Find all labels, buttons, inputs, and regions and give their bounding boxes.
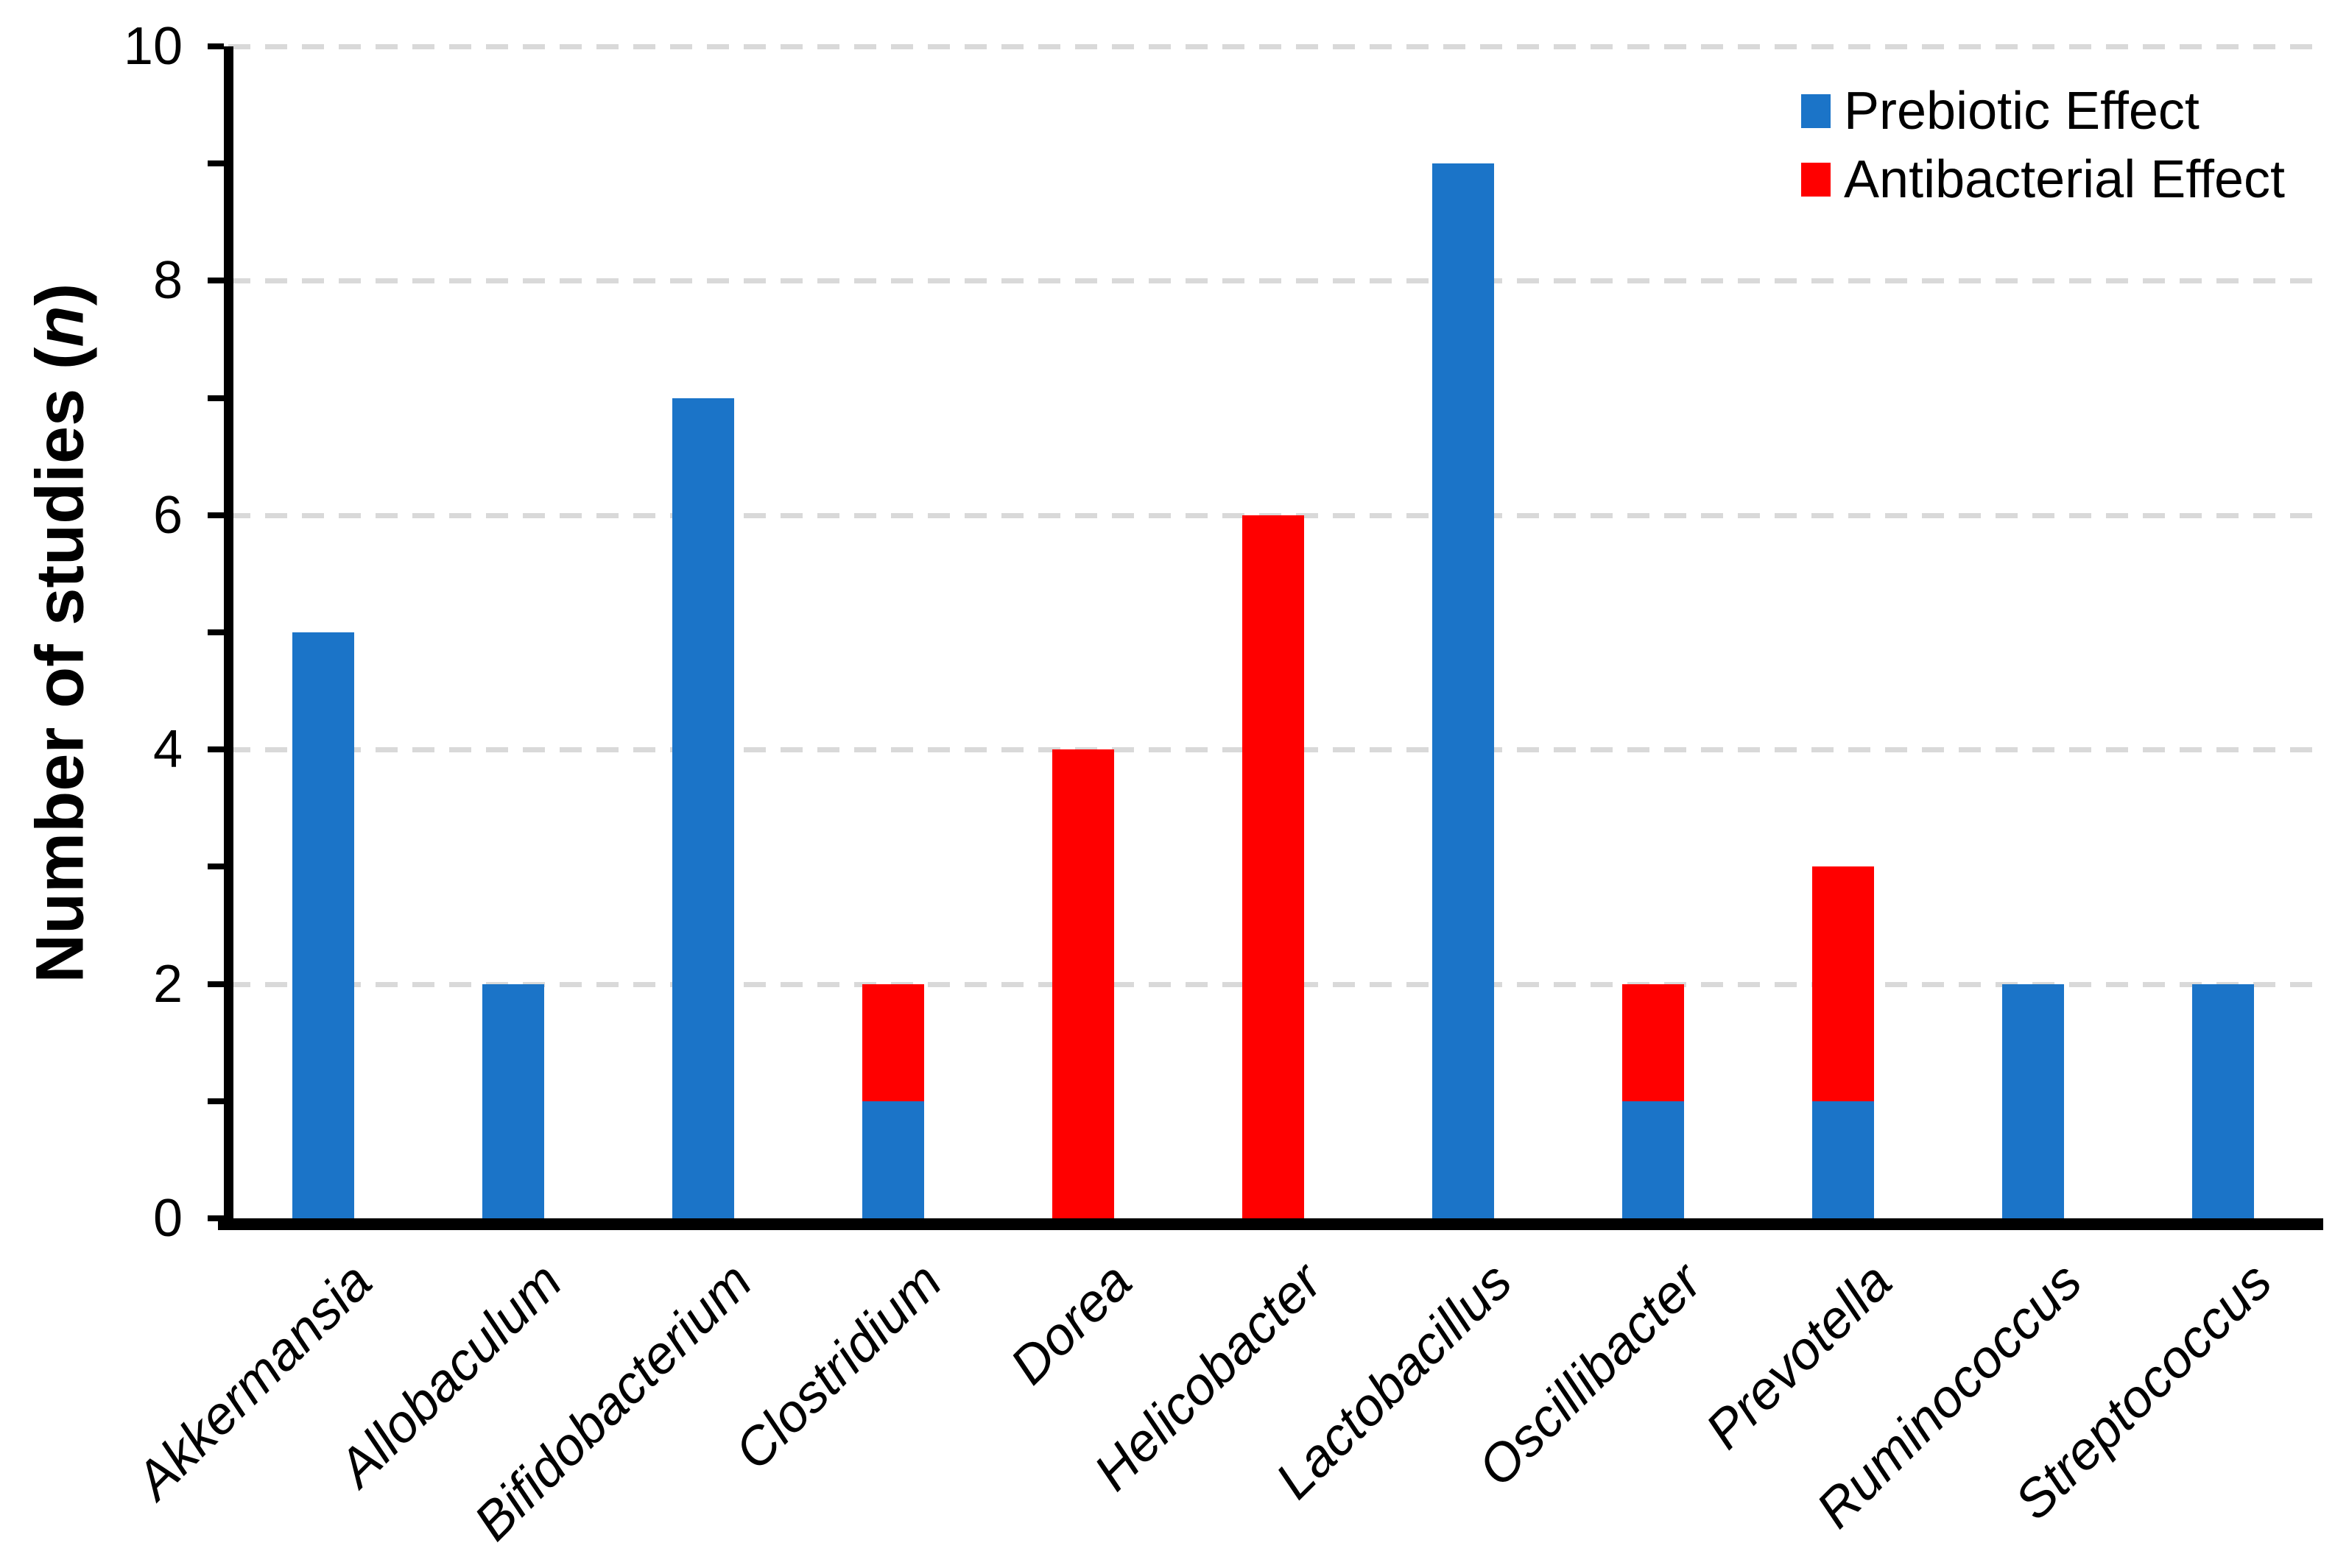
y-tick-label-0: 0 (152, 1189, 183, 1248)
bar-streptococcus-prebiotic-effect (2192, 983, 2254, 1218)
legend-row-antibacterial-effect: Antibacterial Effect (1801, 153, 2285, 206)
bar-lactobacillus-prebiotic-effect (1432, 163, 1494, 1218)
bar-ruminococcus-prebiotic-effect (2002, 983, 2064, 1218)
bar-prevotella-antibacterial-effect (1812, 866, 1874, 1101)
x-label-dorea: Dorea (999, 1251, 1144, 1396)
legend: Prebiotic Effect Antibacterial Effect (1801, 85, 2285, 230)
y-tick-0 (208, 1215, 224, 1221)
bar-prevotella-prebiotic-effect (1812, 1101, 1874, 1218)
y-tick-8 (208, 278, 224, 284)
bar-bifidobacterium-prebiotic-effect (672, 398, 734, 1218)
bar-clostridium-antibacterial-effect (862, 983, 924, 1101)
y-tick-1 (208, 1098, 224, 1104)
y-tick-9 (208, 160, 224, 167)
bar-clostridium-prebiotic-effect (862, 1101, 924, 1218)
gridline-y-8 (228, 278, 2318, 284)
bar-helicobacter-antibacterial-effect (1242, 515, 1304, 1218)
bar-akkermansia-prebiotic-effect (292, 632, 354, 1218)
y-axis-title: Number of studies (n) (22, 283, 99, 983)
legend-label: Antibacterial Effect (1844, 149, 2285, 209)
y-tick-10 (208, 43, 224, 49)
y-tick-label-10: 10 (123, 17, 183, 76)
bar-dorea-antibacterial-effect (1052, 749, 1114, 1218)
bar-allobaculum-prebiotic-effect (482, 983, 544, 1218)
y-tick-4 (208, 746, 224, 753)
y-tick-label-8: 8 (152, 251, 183, 311)
y-tick-7 (208, 395, 224, 401)
x-label-prevotella: Prevotella (1694, 1251, 1903, 1461)
legend-label: Prebiotic Effect (1844, 81, 2200, 141)
y-axis-line (224, 46, 233, 1230)
legend-marker-icon (1801, 162, 1831, 197)
x-label-clostridium: Clostridium (723, 1251, 954, 1481)
bar-oscillibacter-antibacterial-effect (1622, 983, 1684, 1101)
bar-oscillibacter-prebiotic-effect (1622, 1101, 1684, 1218)
y-tick-label-4: 4 (152, 720, 183, 780)
y-tick-2 (208, 981, 224, 987)
y-tick-6 (208, 512, 224, 518)
x-axis-line (218, 1218, 2323, 1230)
y-tick-5 (208, 629, 224, 635)
y-axis-title-italic-n: n (22, 306, 98, 347)
legend-marker-icon (1801, 93, 1831, 128)
bars-layer (228, 46, 2318, 1218)
y-axis-title-text: Number of studies ( (22, 347, 98, 983)
plot-area (228, 44, 2318, 1218)
legend-row-prebiotic-effect: Prebiotic Effect (1801, 85, 2285, 138)
y-tick-3 (208, 864, 224, 870)
y-tick-label-6: 6 (152, 485, 183, 545)
y-tick-label-2: 2 (152, 954, 183, 1014)
gridline-y-10 (228, 44, 2318, 49)
